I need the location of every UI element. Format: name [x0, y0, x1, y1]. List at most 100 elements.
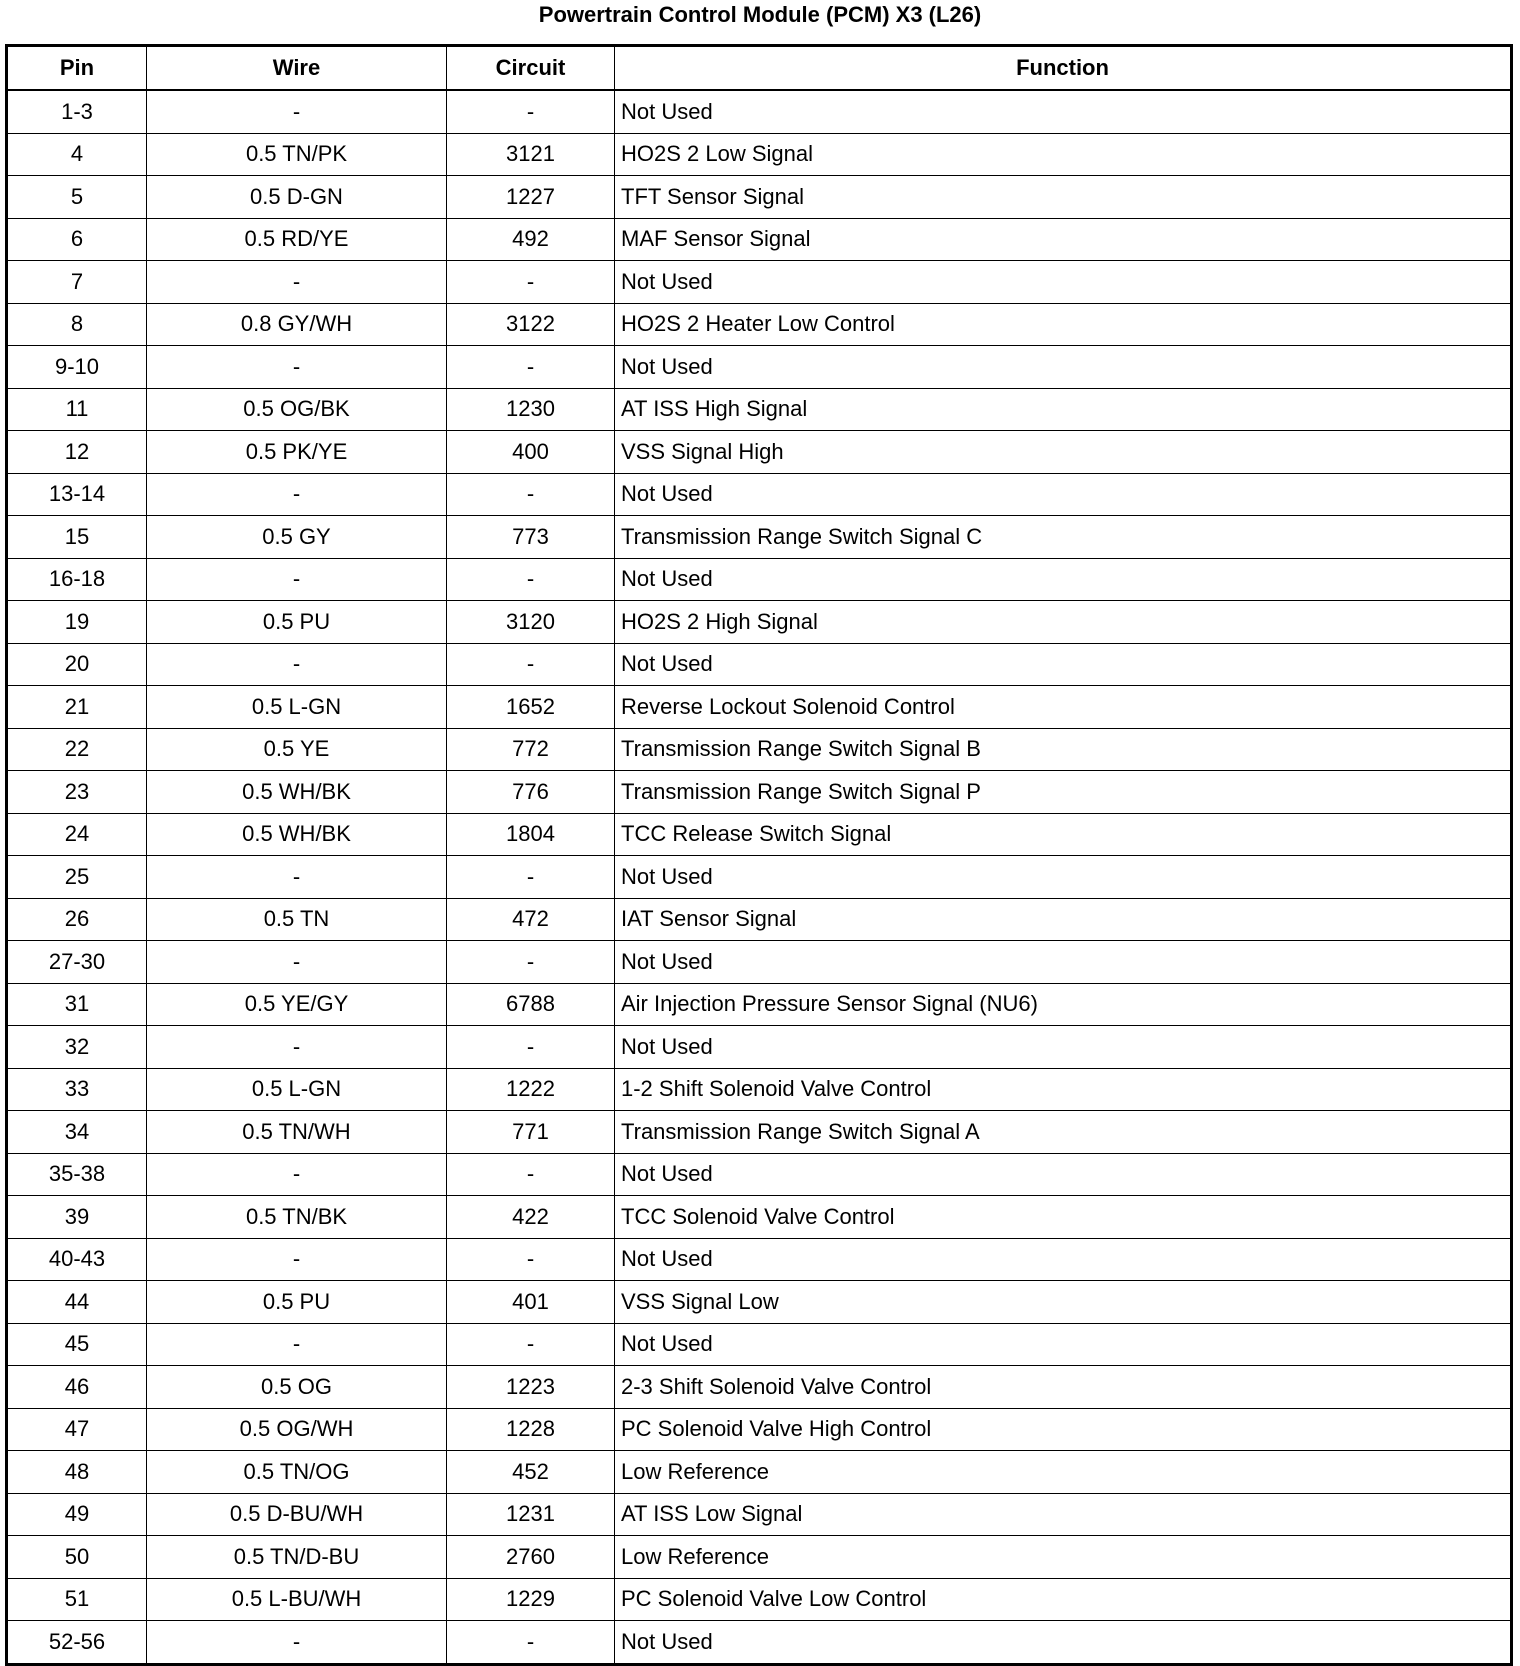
function-cell: Not Used [614, 855, 1512, 899]
circuit-cell: 452 [446, 1450, 615, 1494]
function-cell: Not Used [614, 1025, 1512, 1069]
function-cell: Reverse Lockout Solenoid Control [614, 685, 1512, 729]
wire-cell: 0.5 GY [146, 515, 447, 559]
function-cell: Not Used [614, 1322, 1512, 1366]
circuit-cell: - [446, 1620, 615, 1665]
wire-cell: - [146, 1322, 447, 1366]
circuit-cell: 1231 [446, 1492, 615, 1536]
circuit-cell: 1804 [446, 812, 615, 856]
table-row: 32- - Not Used [6, 1025, 1512, 1069]
header-row: Pin Wire Circuit Function [6, 45, 1512, 91]
pin-cell: 34 [6, 1110, 147, 1154]
pin-cell: 23 [6, 770, 147, 814]
function-cell: Transmission Range Switch Signal B [614, 727, 1512, 771]
table-row: 22 0.5 YE 772 Transmission Range Switch Sig… [6, 727, 1512, 771]
function-cell: 1-2 Shift Solenoid Valve Control [614, 1067, 1512, 1111]
circuit-cell: 1227 [446, 175, 615, 219]
pin-cell: 25 [6, 855, 147, 899]
wire-cell: 0.5 TN/PK [146, 132, 447, 176]
pin-cell: 8 [6, 302, 147, 346]
pin-cell: 44 [6, 1280, 147, 1324]
table-row: 15 0.5 GY 773 Transmission Range Switch Sig… [6, 515, 1512, 559]
table-row: 45- - Not Used [6, 1322, 1512, 1366]
wire-cell: - [146, 1152, 447, 1196]
wire-cell: 0.5 TN [146, 897, 447, 941]
table-row: 1-3- - Not Used [6, 89, 1512, 134]
circuit-cell: 776 [446, 770, 615, 814]
pin-cell: 48 [6, 1450, 147, 1494]
wire-cell: 0.5 D-BU/WH [146, 1492, 447, 1536]
function-cell: Low Reference [614, 1450, 1512, 1494]
function-cell: Not Used [614, 1152, 1512, 1196]
wire-cell: 0.5 RD/YE [146, 217, 447, 261]
circuit-cell: 1230 [446, 387, 615, 431]
function-cell: Not Used [614, 260, 1512, 304]
pin-cell: 32 [6, 1025, 147, 1069]
function-cell: Not Used [614, 345, 1512, 389]
column-header-pin: Pin [6, 45, 147, 91]
table-row: 5 0.5 D-GN 1227 TFT Sensor Signal [6, 175, 1512, 219]
column-header-wire: Wire [146, 45, 447, 91]
wire-cell: 0.5 OG [146, 1365, 447, 1409]
wire-cell: 0.5 PU [146, 1280, 447, 1324]
circuit-cell: 492 [446, 217, 615, 261]
pin-cell: 13-14 [6, 472, 147, 516]
wire-cell: - [146, 557, 447, 601]
table-row: 47 0.5 OG/WH 1228 PC Solenoid Valve High Co… [6, 1407, 1512, 1451]
function-cell: PC Solenoid Valve High Control [614, 1407, 1512, 1451]
pin-cell: 5 [6, 175, 147, 219]
wire-cell: 0.5 WH/BK [146, 770, 447, 814]
function-cell: HO2S 2 Low Signal [614, 132, 1512, 176]
wire-cell: 0.5 TN/OG [146, 1450, 447, 1494]
pin-cell: 31 [6, 982, 147, 1026]
circuit-cell: - [446, 89, 615, 134]
pin-cell: 11 [6, 387, 147, 431]
table-row: 33 0.5 L-GN 1222 1-2 Shift Solenoid Valve C… [6, 1067, 1512, 1111]
function-cell: Not Used [614, 557, 1512, 601]
wire-cell: 0.8 GY/WH [146, 302, 447, 346]
pin-cell: 15 [6, 515, 147, 559]
pin-cell: 22 [6, 727, 147, 771]
pin-cell: 33 [6, 1067, 147, 1111]
circuit-cell: - [446, 260, 615, 304]
table-row: 8 0.8 GY/WH 3122 HO2S 2 Heater Low Control [6, 302, 1512, 346]
function-cell: PC Solenoid Valve Low Control [614, 1577, 1512, 1621]
pin-cell: 40-43 [6, 1237, 147, 1281]
pin-cell: 20 [6, 642, 147, 686]
wire-cell: - [146, 1025, 447, 1069]
circuit-cell: - [446, 855, 615, 899]
pin-cell: 12 [6, 430, 147, 474]
table-row: 12 0.5 PK/YE 400 VSS Signal High [6, 430, 1512, 474]
wire-cell: - [146, 472, 447, 516]
table-row: 35-38- - Not Used [6, 1152, 1512, 1196]
pin-cell: 26 [6, 897, 147, 941]
function-cell: 2-3 Shift Solenoid Valve Control [614, 1365, 1512, 1409]
circuit-cell: 1228 [446, 1407, 615, 1451]
table-row: 49 0.5 D-BU/WH 1231 AT ISS Low Signal [6, 1492, 1512, 1536]
pin-cell: 9-10 [6, 345, 147, 389]
function-cell: Not Used [614, 642, 1512, 686]
table-row: 44 0.5 PU 401 VSS Signal Low [6, 1280, 1512, 1324]
table-row: 21 0.5 L-GN 1652 Reverse Lockout Solenoid C… [6, 685, 1512, 729]
table-row: 26 0.5 TN 472 IAT Sensor Signal [6, 897, 1512, 941]
pin-cell: 24 [6, 812, 147, 856]
table-row: 40-43- - Not Used [6, 1237, 1512, 1281]
table-title: Powertrain Control Module (PCM) X3 (L26) [538, 2, 982, 27]
wire-cell: 0.5 L-BU/WH [146, 1577, 447, 1621]
wire-cell: - [146, 345, 447, 389]
circuit-cell: 773 [446, 515, 615, 559]
wire-cell: 0.5 PU [146, 600, 447, 644]
function-cell: VSS Signal High [614, 430, 1512, 474]
table-row: 31 0.5 YE/GY 6788 Air Injection Pressure Se… [6, 982, 1512, 1026]
table-row: 39 0.5 TN/BK 422 TCC Solenoid Valve Control [6, 1195, 1512, 1239]
circuit-cell: 1652 [446, 685, 615, 729]
column-header-circuit: Circuit [446, 45, 615, 91]
table-row: 25- - Not Used [6, 855, 1512, 899]
table-row: 27-30- - Not Used [6, 940, 1512, 984]
wire-cell: 0.5 TN/D-BU [146, 1535, 447, 1579]
pin-cell: 45 [6, 1322, 147, 1366]
wire-cell: 0.5 TN/BK [146, 1195, 447, 1239]
function-cell: Transmission Range Switch Signal C [614, 515, 1512, 559]
circuit-cell: - [446, 472, 615, 516]
pin-cell: 51 [6, 1577, 147, 1621]
